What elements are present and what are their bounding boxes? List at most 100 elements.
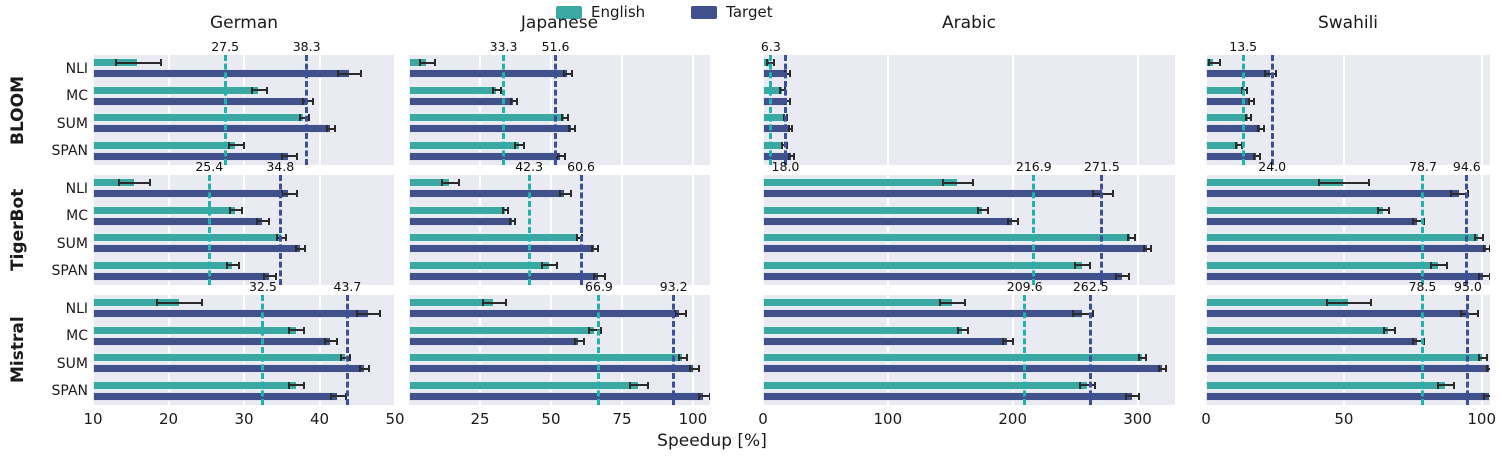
vline-target xyxy=(554,55,558,165)
bar-english-mc xyxy=(1206,205,1384,215)
x-tick-label: 100 xyxy=(1467,410,1497,428)
error-bar xyxy=(593,275,605,277)
error-cap xyxy=(964,299,967,306)
error-cap xyxy=(782,114,785,121)
error-cap xyxy=(523,141,525,149)
error-bar xyxy=(957,329,968,331)
gridline xyxy=(167,55,170,165)
legend-label-target: Target xyxy=(726,3,773,21)
bar-target-sum xyxy=(409,364,695,373)
bar-english-nli xyxy=(763,178,958,187)
x-tick-label: 50 xyxy=(541,410,561,428)
category-label: SPAN xyxy=(51,263,88,279)
error-cap xyxy=(1089,261,1092,269)
vline-target xyxy=(1100,175,1104,285)
error-bar xyxy=(942,181,973,184)
error-bar xyxy=(226,264,239,266)
error-cap xyxy=(956,326,959,334)
vline-value-label: 13.5 xyxy=(1229,39,1258,54)
vline-english xyxy=(1023,295,1027,405)
error-bar xyxy=(256,220,269,222)
error-bar xyxy=(324,340,337,342)
category-label: MC xyxy=(66,88,88,104)
panel-tigerbot-japanese xyxy=(409,175,710,285)
bar-target-nli xyxy=(763,189,1103,198)
category-label: SUM xyxy=(56,115,88,132)
bar-target-span xyxy=(93,391,339,401)
error-cap xyxy=(340,354,343,361)
error-cap xyxy=(966,326,969,334)
error-cap xyxy=(1074,261,1077,269)
gridline xyxy=(886,295,889,405)
gridline xyxy=(620,55,623,165)
error-cap xyxy=(765,59,768,66)
error-cap xyxy=(304,245,307,252)
error-cap xyxy=(295,245,298,252)
error-cap xyxy=(1370,299,1373,306)
error-cap xyxy=(709,392,710,400)
error-bar xyxy=(940,301,966,304)
error-bar xyxy=(341,356,351,359)
error-cap xyxy=(1137,392,1140,400)
vline-value-label: 216.9 xyxy=(1015,159,1052,174)
bar-target-sum xyxy=(93,364,365,373)
bar-english-mc xyxy=(93,205,237,215)
vline-value-label: 25.4 xyxy=(195,159,224,174)
error-cap xyxy=(1482,234,1485,241)
error-cap xyxy=(569,190,572,197)
error-cap xyxy=(359,365,362,372)
gridline xyxy=(243,55,245,165)
bar-english-mc xyxy=(409,85,498,95)
panel-bloom-arabic xyxy=(763,55,1175,165)
gridline xyxy=(886,55,889,165)
panel-tigerbot-german xyxy=(93,175,395,285)
error-bar xyxy=(780,89,786,91)
error-bar xyxy=(1143,247,1152,250)
gridline xyxy=(1342,175,1345,285)
gridline xyxy=(243,295,245,405)
error-cap xyxy=(588,326,591,334)
error-cap xyxy=(1244,114,1247,121)
error-bar xyxy=(977,209,988,211)
error-cap xyxy=(574,337,577,345)
error-cap xyxy=(349,354,352,361)
error-bar xyxy=(1007,220,1018,222)
gridline xyxy=(1480,175,1483,285)
error-bar xyxy=(115,61,161,64)
bar-target-nli xyxy=(93,309,369,318)
vline-value-label: 24.0 xyxy=(1258,159,1287,174)
row-label-bloom: BLOOM xyxy=(8,75,28,145)
vline-english xyxy=(597,295,601,405)
bar-target-nli xyxy=(93,69,350,78)
error-bar xyxy=(515,144,524,146)
legend-swatch-english xyxy=(556,5,582,19)
category-label: NLI xyxy=(65,60,88,77)
error-bar xyxy=(630,384,648,386)
bar-target-sum xyxy=(1206,244,1488,253)
gridline xyxy=(1206,175,1207,285)
vline-english xyxy=(207,175,211,285)
category-label: SUM xyxy=(56,355,88,372)
error-cap xyxy=(558,190,561,197)
error-cap xyxy=(1411,217,1414,225)
error-cap xyxy=(419,59,422,66)
gridline xyxy=(243,175,245,285)
gridline xyxy=(318,175,321,285)
vline-value-label: 95.0 xyxy=(1454,279,1482,294)
error-cap xyxy=(288,381,291,389)
vline-english xyxy=(502,55,506,165)
error-cap xyxy=(1250,114,1253,121)
error-bar xyxy=(1080,384,1096,386)
bar-target-nli xyxy=(763,309,1083,318)
error-bar xyxy=(299,116,309,119)
error-cap xyxy=(303,326,306,334)
gridline xyxy=(1206,295,1207,405)
error-cap xyxy=(360,70,363,77)
error-bar xyxy=(230,209,243,211)
error-cap xyxy=(507,206,510,214)
gridline xyxy=(549,55,552,165)
vline-english xyxy=(1420,295,1424,405)
error-cap xyxy=(440,179,443,186)
panel-bloom-swahili xyxy=(1206,55,1490,165)
error-cap xyxy=(504,299,507,306)
